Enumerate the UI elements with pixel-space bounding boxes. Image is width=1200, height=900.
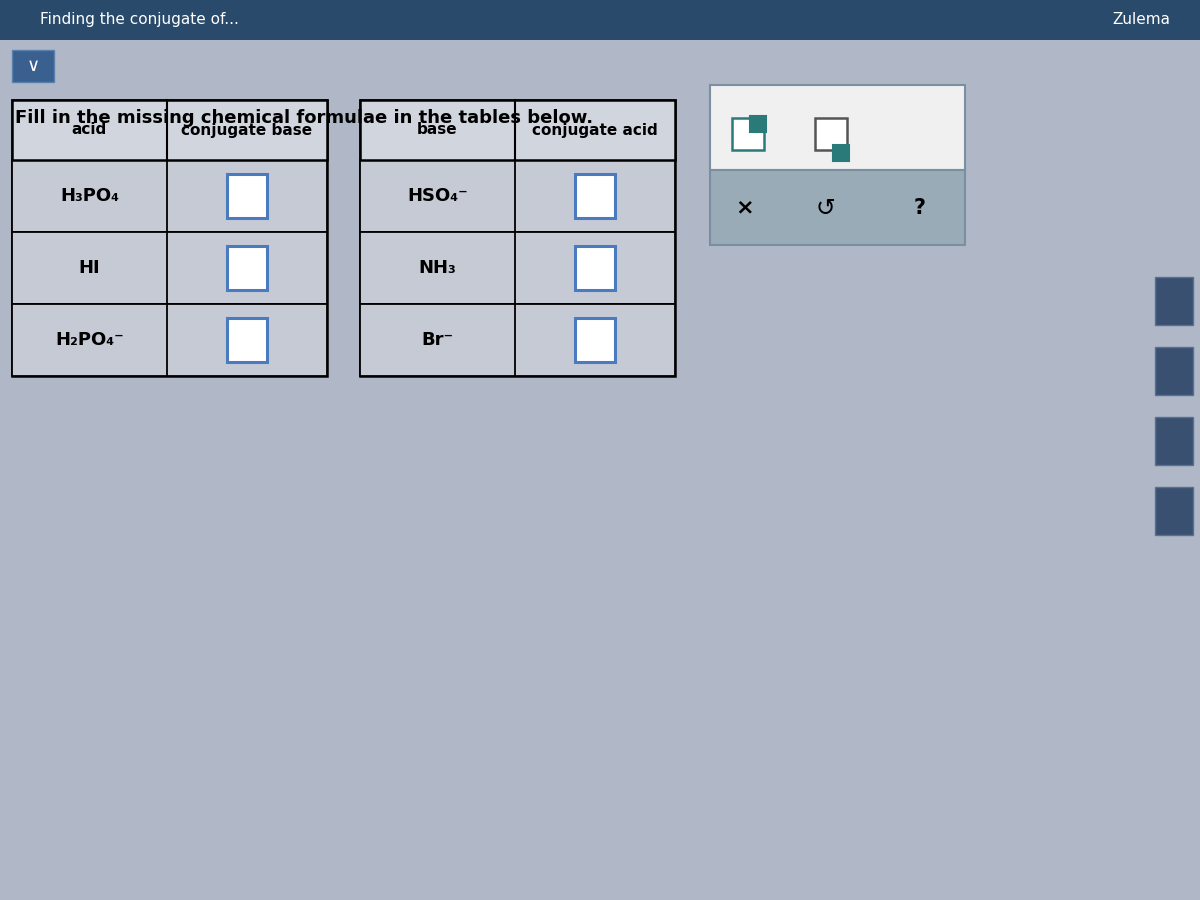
Bar [833, 145, 848, 161]
Bar [227, 246, 266, 290]
Bar [227, 174, 266, 218]
Bar [575, 174, 616, 218]
Bar [575, 318, 616, 362]
Bar [710, 85, 965, 170]
Bar [815, 118, 847, 150]
Text: HSO₄⁻: HSO₄⁻ [407, 187, 468, 205]
Text: conjugate base: conjugate base [181, 122, 312, 138]
Text: Finding the conjugate of...: Finding the conjugate of... [40, 13, 239, 28]
Bar [750, 116, 766, 132]
Bar [12, 232, 328, 304]
Bar [0, 0, 1200, 40]
Bar [12, 50, 54, 82]
Text: base: base [418, 122, 458, 138]
Text: Zulema: Zulema [1112, 13, 1170, 28]
Text: ×: × [736, 197, 755, 218]
Text: ?: ? [914, 197, 926, 218]
Bar [12, 100, 328, 376]
Text: ∨: ∨ [26, 57, 40, 75]
Bar [12, 160, 328, 232]
Bar [227, 318, 266, 362]
Bar [1154, 487, 1193, 535]
Bar [710, 170, 965, 245]
Bar [12, 100, 328, 160]
Text: HI: HI [79, 259, 101, 277]
Bar [360, 304, 674, 376]
Bar [360, 100, 674, 160]
Bar [360, 232, 674, 304]
Text: H₂PO₄⁻: H₂PO₄⁻ [55, 331, 124, 349]
Text: H₃PO₄: H₃PO₄ [60, 187, 119, 205]
Bar [732, 118, 764, 150]
Bar [12, 304, 328, 376]
Text: acid: acid [72, 122, 107, 138]
Bar [360, 100, 674, 376]
Bar [1154, 347, 1193, 395]
Text: conjugate acid: conjugate acid [532, 122, 658, 138]
Text: Br⁻: Br⁻ [421, 331, 454, 349]
Text: NH₃: NH₃ [419, 259, 456, 277]
Bar [360, 160, 674, 232]
Bar [1154, 277, 1193, 325]
Bar [575, 246, 616, 290]
Text: ↺: ↺ [815, 195, 835, 220]
Text: Fill in the missing chemical formulae in the tables below.: Fill in the missing chemical formulae in… [14, 109, 593, 127]
Bar [1154, 417, 1193, 465]
